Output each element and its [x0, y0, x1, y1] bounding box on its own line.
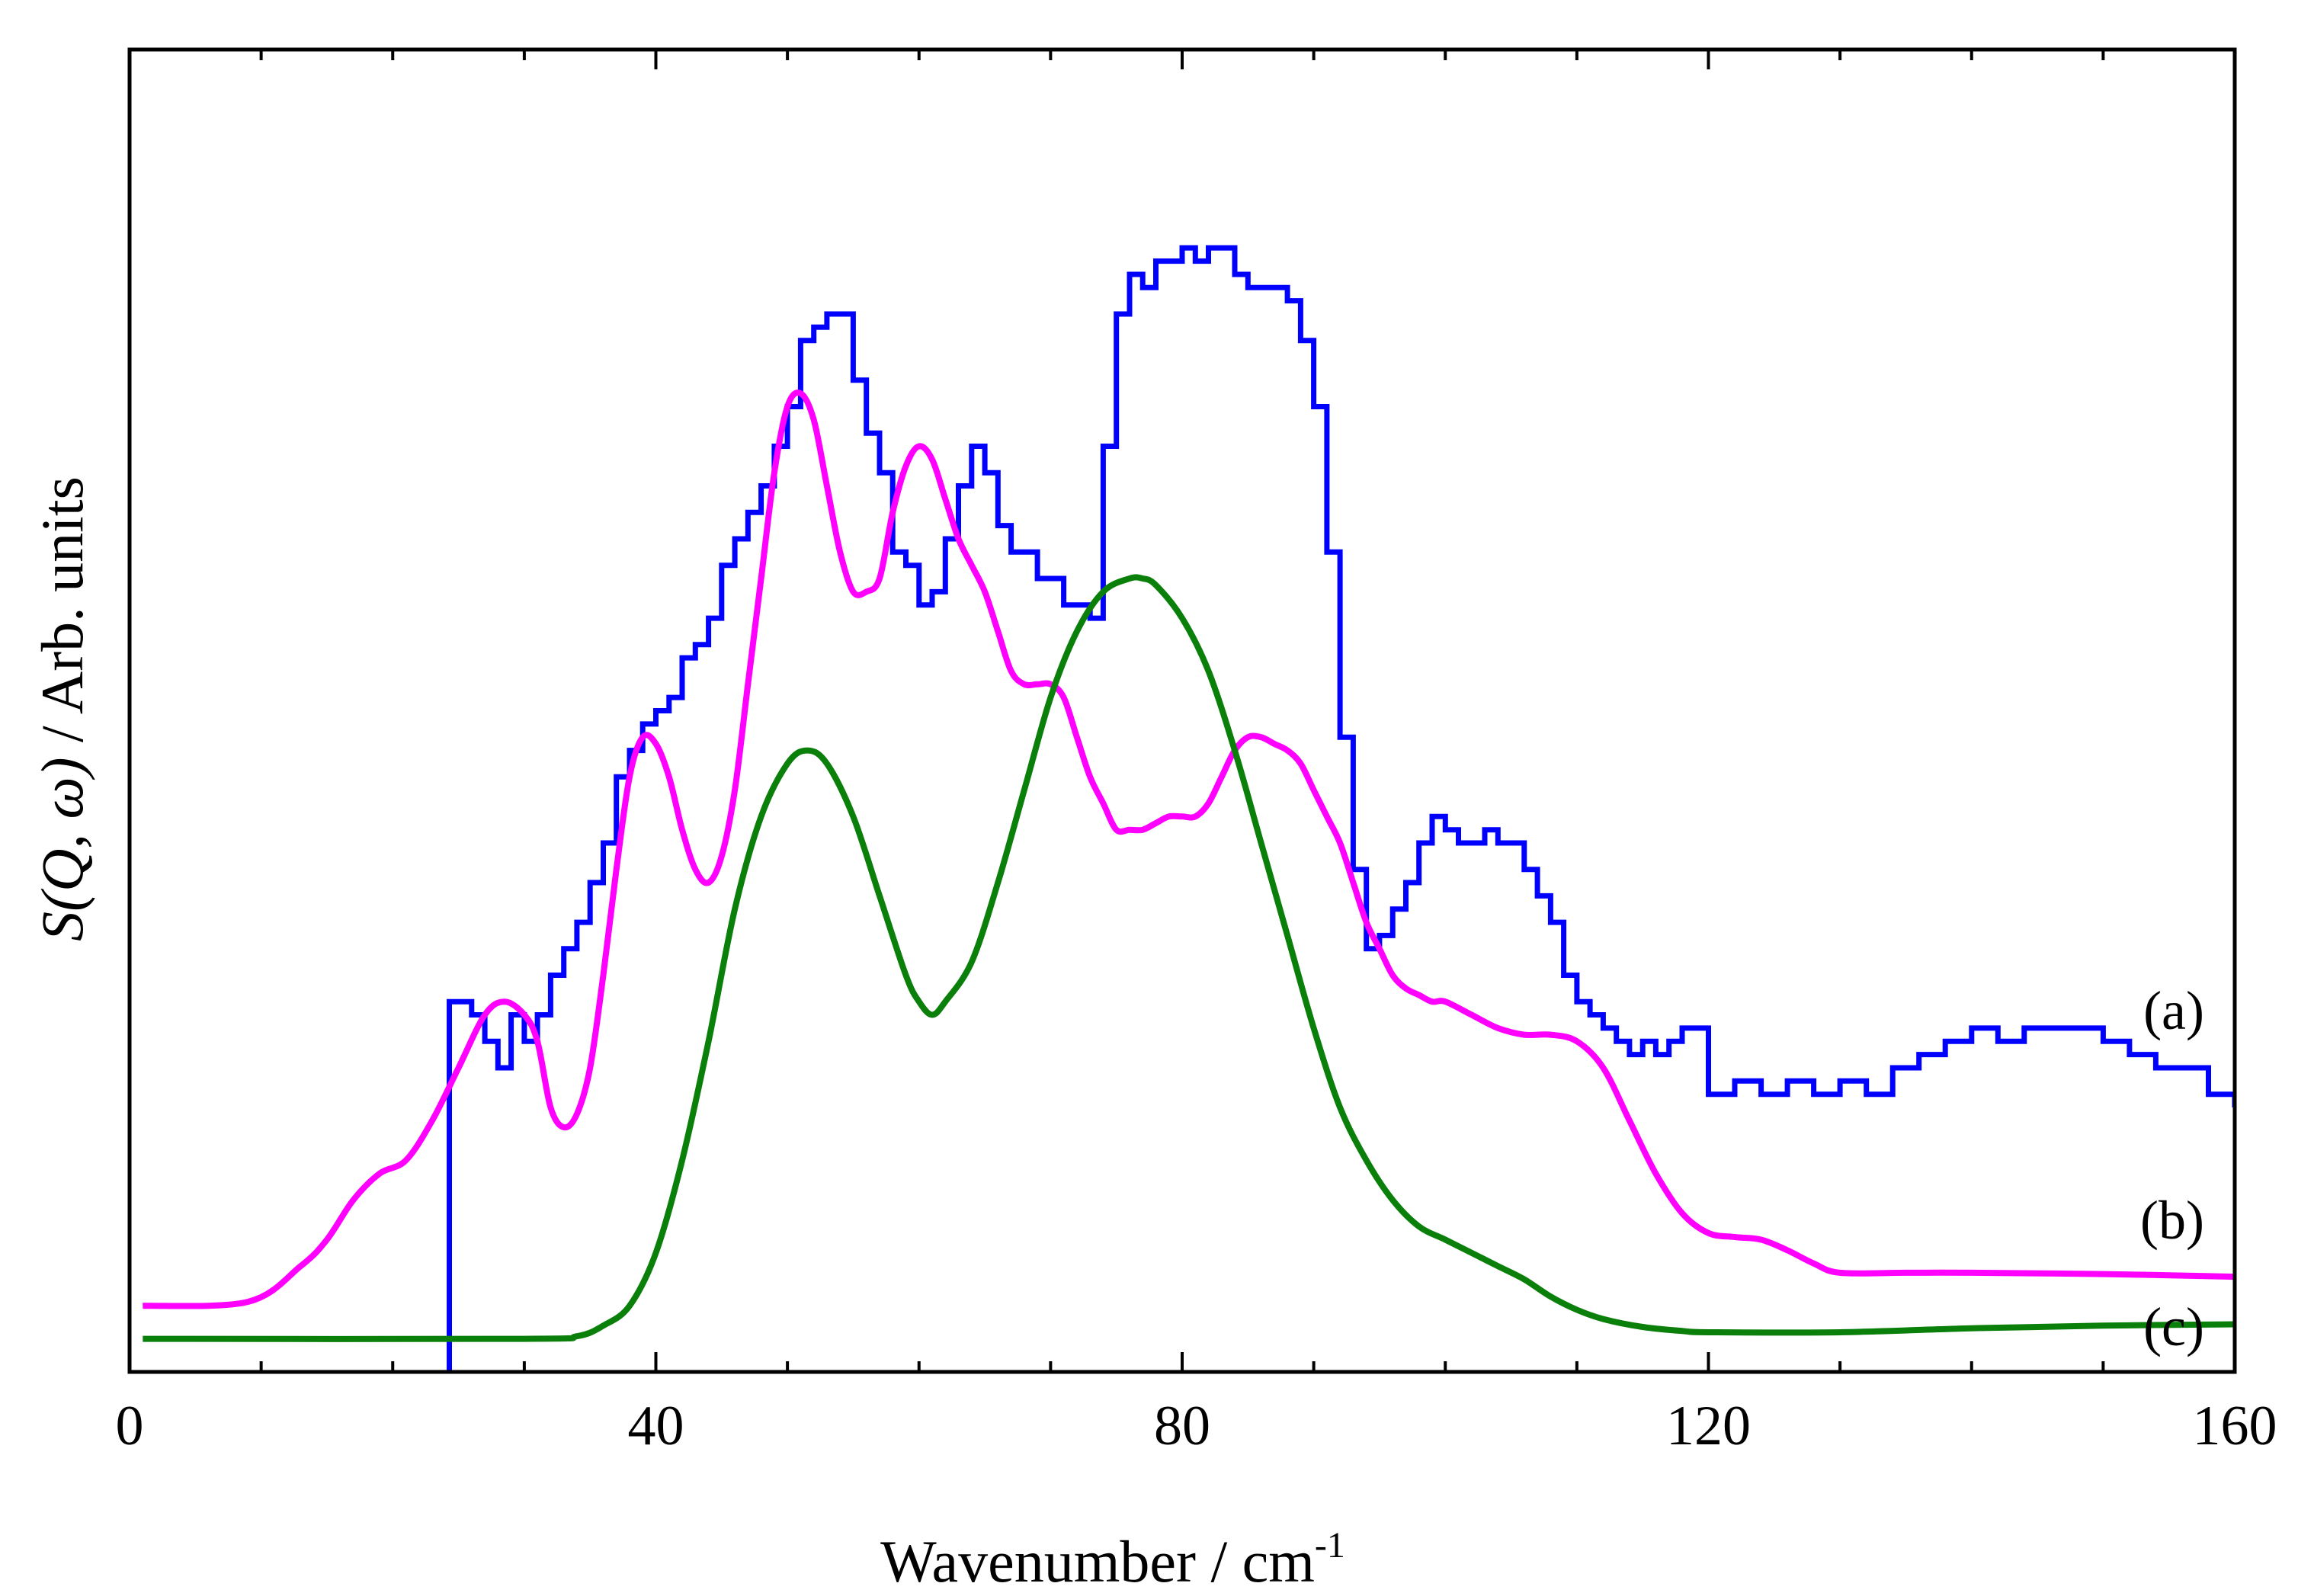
plot-frame [127, 47, 2237, 1374]
x-tick-label: 80 [1154, 1395, 1210, 1457]
curve-label-a: (a) [2143, 980, 2204, 1041]
x-axis-title: Wavenumber / cm-1 [880, 1525, 1345, 1594]
series-b-line [143, 389, 2235, 1309]
y-axis-title: S(Q, ω) / Arb. units [29, 476, 95, 941]
series-a-line [447, 245, 2235, 1372]
x-tick-label: 160 [2193, 1395, 2277, 1457]
curve-label-b: (b) [2140, 1190, 2204, 1251]
curve-label-c: (c) [2143, 1296, 2204, 1357]
x-axis-title-text: Wavenumber / cm [880, 1528, 1315, 1594]
x-tick-label: 120 [1666, 1395, 1751, 1457]
y-axis-title-italic: S(Q, ω) [29, 758, 95, 941]
x-tick-label: 40 [628, 1395, 684, 1457]
series-c-line [143, 574, 2235, 1342]
y-axis-title-rest: / Arb. units [29, 476, 95, 757]
x-tick-label: 0 [116, 1395, 144, 1457]
x-axis-title-superscript: -1 [1315, 1525, 1345, 1566]
